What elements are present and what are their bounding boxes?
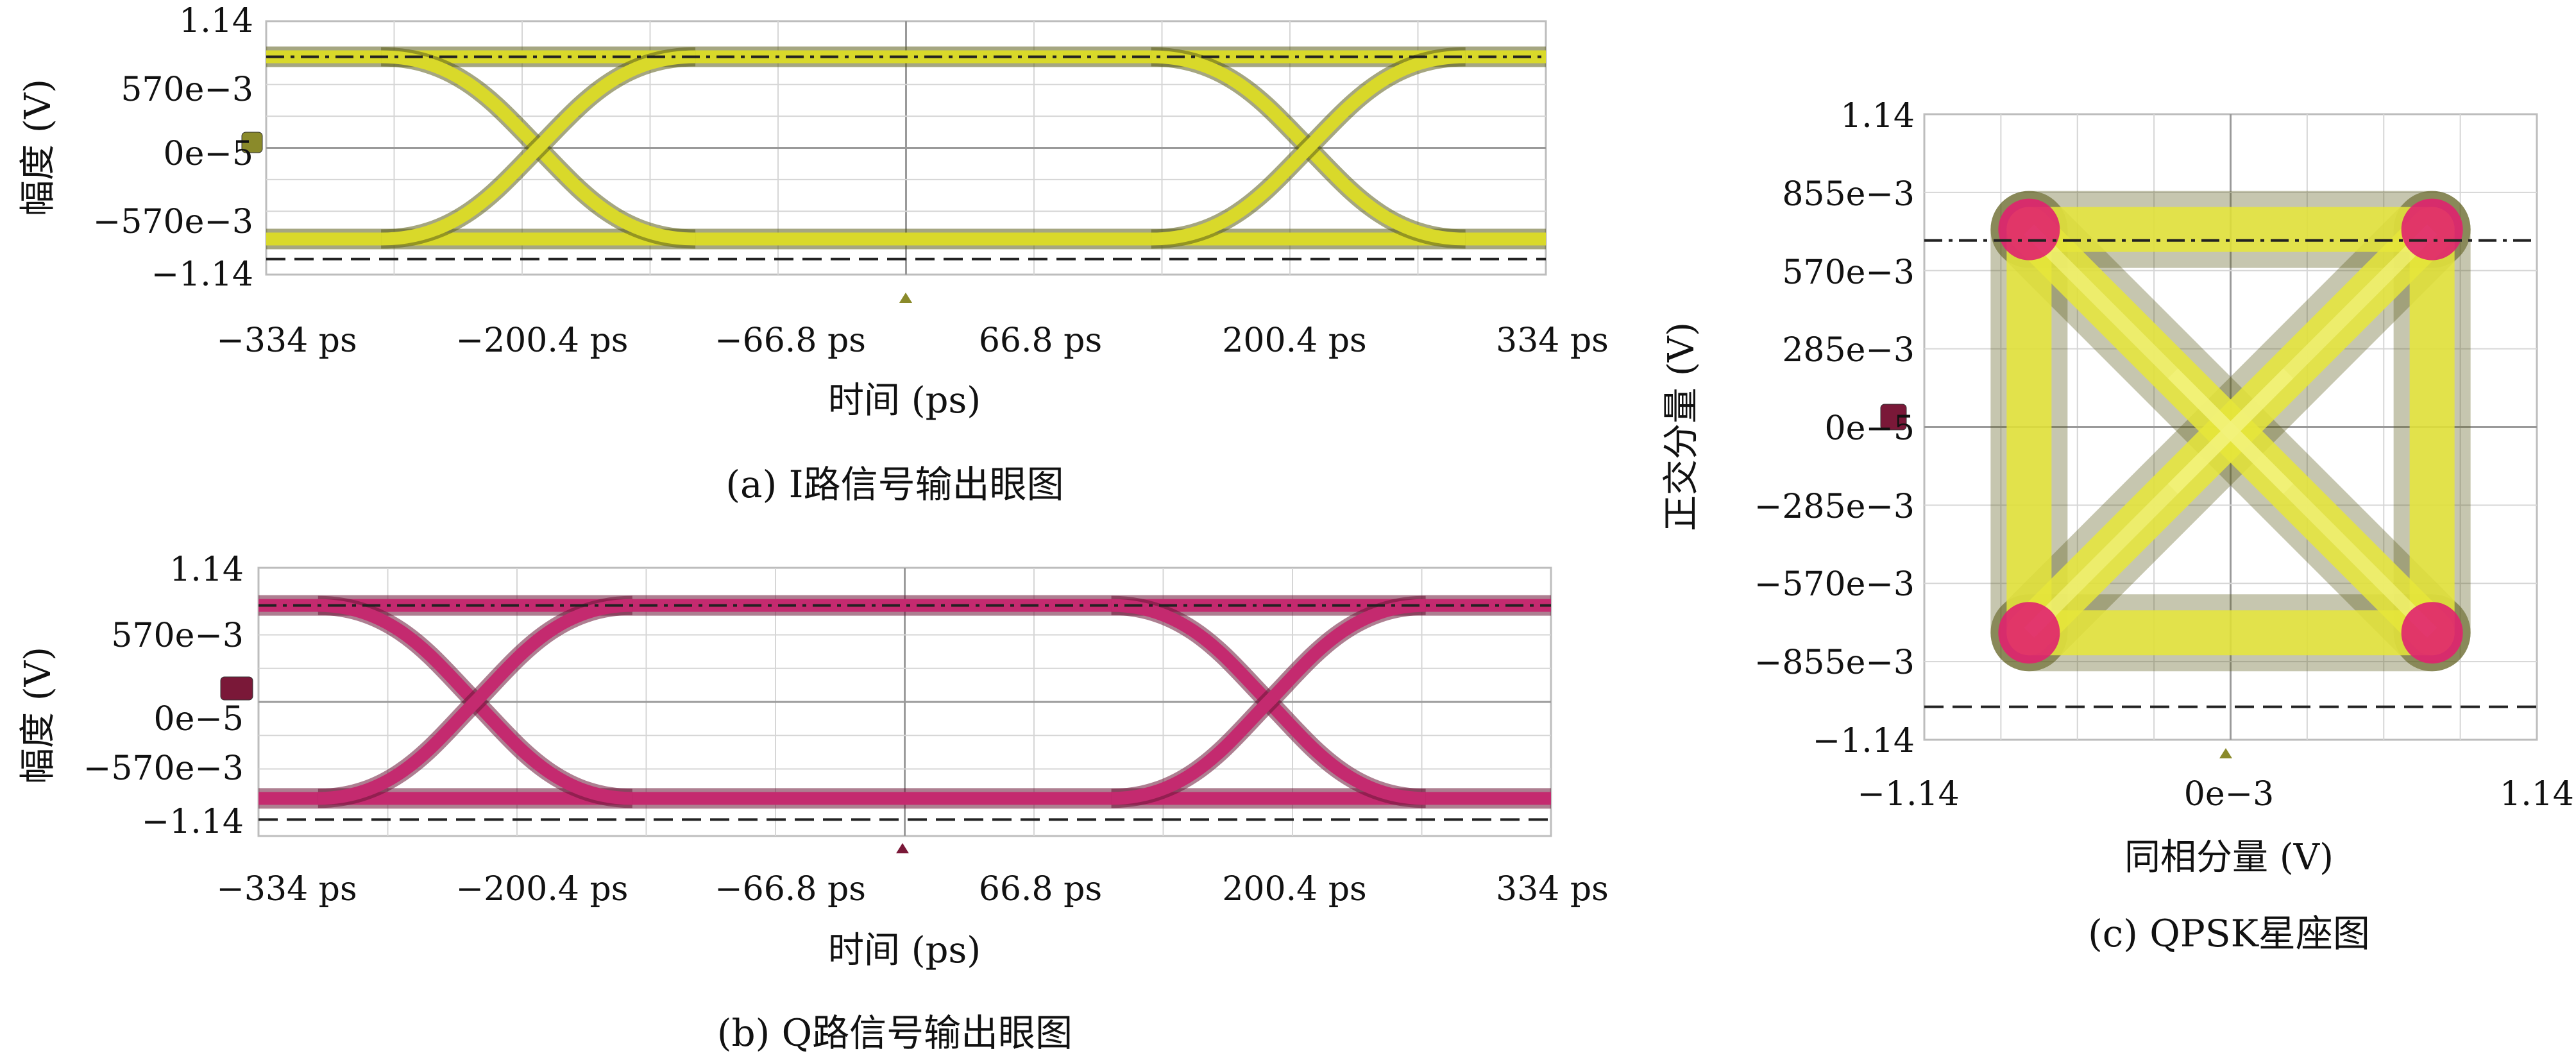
eye-diagram-q-panel: 1.14 570e−3 0e−5 −570e−3 −1.14 −334 ps −… <box>17 550 1609 1055</box>
x-tick-label: 66.8 ps <box>979 870 1102 909</box>
x-axis-label: 时间 (ps) <box>828 930 981 971</box>
constellation-point <box>2401 198 2463 260</box>
caption: (a) I路信号输出眼图 <box>725 463 1063 506</box>
constellation-points <box>1998 198 2463 664</box>
y-axis-label: 幅度 (V) <box>17 647 59 784</box>
x-tick-label: 1.14 <box>2500 775 2574 814</box>
channel-marker <box>1880 404 1907 431</box>
x-tick-label: −334 ps <box>216 870 357 909</box>
constellation-point <box>1998 198 2060 260</box>
trajectory-strand <box>2024 368 2294 638</box>
constellation-panel: 1.14 855e−3 570e−3 285e−3 0e−5 −285e−3 −… <box>1661 97 2574 955</box>
caption: (b) Q路信号输出眼图 <box>717 1011 1072 1055</box>
y-tick-label: −570e−3 <box>93 203 253 241</box>
y-tick-label: −855e−3 <box>1754 644 1915 682</box>
y-tick-label: −1.14 <box>142 803 244 841</box>
y-axis-label: 幅度 (V) <box>17 79 59 216</box>
channel-marker <box>220 676 253 701</box>
y-tick-label: 1.14 <box>179 2 253 40</box>
y-tick-label: 855e−3 <box>1782 175 1915 214</box>
trigger-marker <box>899 293 912 303</box>
y-tick-label: −1.14 <box>1813 722 1915 760</box>
x-tick-label: 66.8 ps <box>979 321 1102 360</box>
eye-transition <box>1151 50 1466 246</box>
constellation-point <box>1998 602 2060 664</box>
trajectory-strand <box>2167 368 2437 638</box>
x-tick-label: 334 ps <box>1496 321 1609 360</box>
y-tick-label: 0e−5 <box>153 700 244 738</box>
y-tick-label: 1.14 <box>1840 97 1915 135</box>
y-tick-label: −570e−3 <box>1754 565 1915 604</box>
x-axis-label: 同相分量 (V) <box>2124 837 2334 878</box>
x-tick-label: 200.4 ps <box>1222 321 1366 360</box>
y-tick-label: 285e−3 <box>1782 331 1915 370</box>
channel-marker <box>241 132 263 153</box>
y-tick-label: 0e−5 <box>1824 409 1915 448</box>
constellation-traces <box>1990 191 2471 672</box>
reference-lines <box>1924 239 2537 708</box>
y-tick-label: −570e−3 <box>83 749 244 788</box>
y-tick-label: 0e−5 <box>163 135 253 173</box>
x-tick-label: −200.4 ps <box>456 870 629 909</box>
x-axis-label: 时间 (ps) <box>828 380 981 422</box>
x-tick-label: −1.14 <box>1857 775 1959 814</box>
trigger-marker <box>2219 748 2232 758</box>
x-tick-label: 200.4 ps <box>1222 870 1366 909</box>
y-axis-label: 正交分量 (V) <box>1661 322 1702 531</box>
reference-lines <box>258 604 1551 821</box>
x-tick-label: 334 ps <box>1496 870 1609 909</box>
eye-transition <box>381 50 696 246</box>
trigger-marker <box>896 843 909 853</box>
y-tick-label: 570e−3 <box>111 617 244 655</box>
x-tick-label: 0e−3 <box>2184 775 2275 814</box>
caption: (c) QPSK星座图 <box>2088 912 2370 955</box>
eye-transition <box>318 599 632 805</box>
x-tick-label: −334 ps <box>216 321 357 360</box>
reference-lines <box>266 55 1546 260</box>
y-tick-label: 570e−3 <box>1782 253 1915 292</box>
x-tick-label: −200.4 ps <box>456 321 629 360</box>
y-tick-label: −1.14 <box>151 255 253 294</box>
constellation-point <box>2401 602 2463 664</box>
x-tick-label: −66.8 ps <box>715 870 866 909</box>
y-tick-label: −285e−3 <box>1754 488 1915 526</box>
eye-diagram-i-panel: 1.14 570e−3 0e−5 −570e−3 −1.14 −334 ps −… <box>17 2 1609 506</box>
eye-transition <box>1111 599 1426 805</box>
y-tick-label: 570e−3 <box>121 71 253 109</box>
x-tick-label: −66.8 ps <box>715 321 866 360</box>
y-tick-label: 1.14 <box>169 550 244 589</box>
